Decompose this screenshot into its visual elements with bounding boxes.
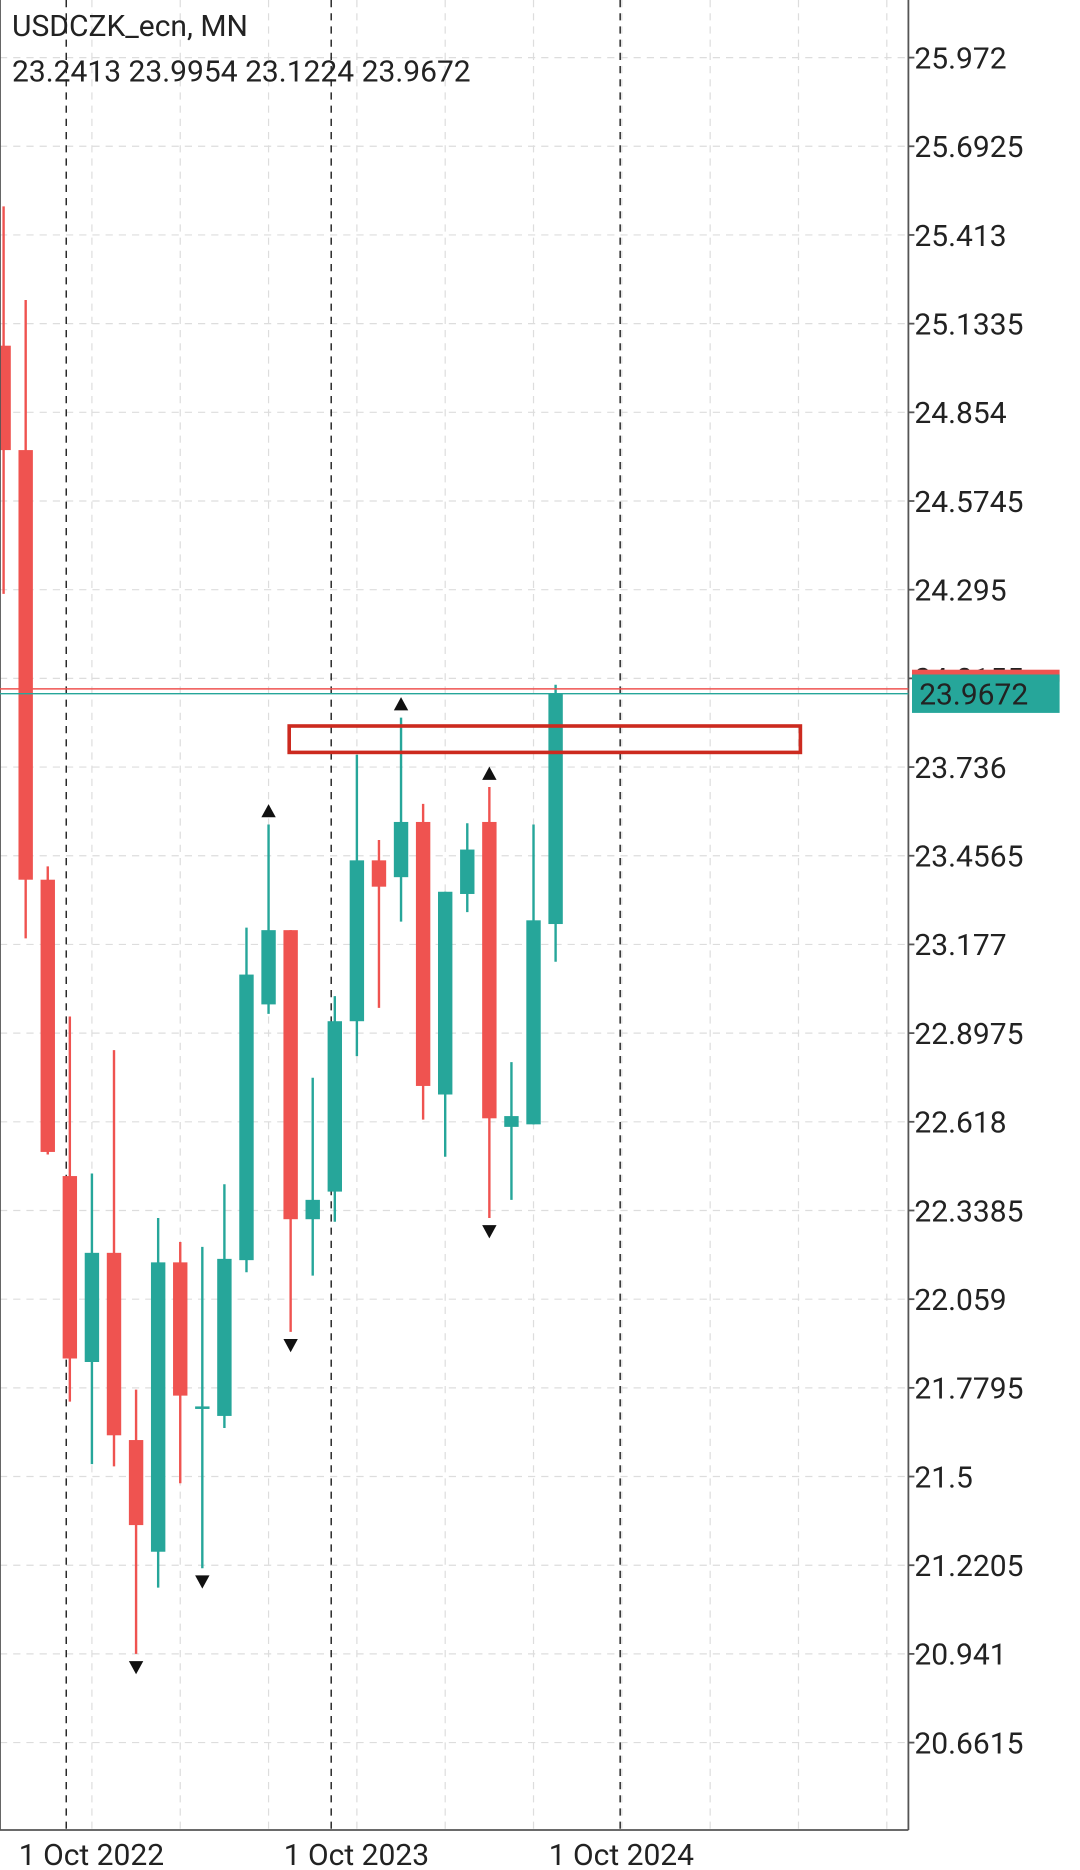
y-tick-label: 25.972 bbox=[914, 41, 1006, 76]
candle-body bbox=[18, 450, 33, 880]
candle-body bbox=[482, 821, 497, 1119]
open-readout: 23.2413 bbox=[12, 55, 121, 90]
candles bbox=[0, 206, 563, 1675]
candle-body bbox=[0, 345, 11, 451]
y-tick-label: 21.7795 bbox=[914, 1372, 1023, 1407]
bid-label: 23.9672 bbox=[919, 678, 1028, 713]
y-tick-label: 21.2205 bbox=[914, 1549, 1023, 1584]
candle-body bbox=[504, 1116, 519, 1127]
bid-label-box bbox=[912, 674, 1060, 713]
fractal-up-arrow bbox=[393, 697, 409, 711]
candle-body bbox=[283, 930, 298, 1220]
y-tick-label: 24.854 bbox=[914, 396, 1006, 431]
ohlc-readout: 23.2413 23.9954 23.1224 23.9672 bbox=[12, 55, 471, 90]
annotation-box bbox=[287, 724, 803, 755]
close-readout: 23.9672 bbox=[362, 55, 471, 90]
y-tick-label: 25.413 bbox=[914, 219, 1006, 254]
candle-body bbox=[40, 879, 55, 1152]
x-tick-label: 1 Oct 2024 bbox=[549, 1838, 694, 1870]
candle-body bbox=[128, 1440, 144, 1526]
candle-body bbox=[371, 860, 387, 887]
candle-body bbox=[173, 1262, 188, 1396]
fractal-down-arrow bbox=[283, 1339, 298, 1353]
candle-body bbox=[393, 821, 409, 878]
high-readout: 23.9954 bbox=[129, 55, 238, 90]
chart-title: USDCZK_ecn, MN bbox=[12, 9, 248, 44]
low-readout: 23.1224 bbox=[245, 55, 354, 90]
fractal-up-arrow bbox=[482, 766, 497, 780]
x-tick-label: 1 Oct 2022 bbox=[19, 1838, 164, 1870]
y-tick-label: 24.5745 bbox=[914, 485, 1023, 520]
candle-body bbox=[327, 1021, 342, 1192]
fractal-down-arrow bbox=[128, 1661, 144, 1675]
y-tick-label: 22.059 bbox=[914, 1283, 1006, 1318]
candle-body bbox=[305, 1199, 320, 1220]
candle-body bbox=[415, 821, 431, 1086]
fractal-down-arrow bbox=[482, 1225, 497, 1239]
fractal-up-arrow bbox=[261, 804, 276, 818]
candle-body bbox=[438, 891, 453, 1095]
labels: 25.972 25.6925 25.413 25.1335 24.854 24.5745 2… bbox=[0, 41, 1060, 1870]
fractal-down-arrow bbox=[195, 1575, 210, 1589]
y-tick-label: 21.5 bbox=[914, 1460, 973, 1495]
candle-body bbox=[84, 1252, 100, 1362]
y-tick-label: 23.4565 bbox=[914, 840, 1023, 875]
candle-body bbox=[106, 1252, 122, 1436]
candle-body bbox=[261, 930, 276, 1005]
candle-body bbox=[349, 860, 365, 1022]
candle-body bbox=[217, 1258, 232, 1416]
y-tick-label: 20.6615 bbox=[914, 1726, 1023, 1761]
y-tick-label: 23.736 bbox=[914, 751, 1006, 786]
candle-body bbox=[460, 849, 475, 894]
grid bbox=[0, 0, 909, 1831]
y-tick-label: 24.295 bbox=[914, 573, 1006, 608]
y-tick-label: 22.8975 bbox=[914, 1017, 1023, 1052]
x-tick-label: 1 Oct 2023 bbox=[284, 1838, 429, 1870]
y-tick-label: 22.3385 bbox=[914, 1194, 1023, 1229]
candle-body bbox=[150, 1262, 166, 1552]
y-tick-label: 25.1335 bbox=[914, 307, 1023, 342]
y-tick-label: 25.6925 bbox=[914, 130, 1023, 165]
y-tick-label: 22.618 bbox=[914, 1106, 1006, 1141]
y-tick-label: 23.177 bbox=[914, 928, 1006, 963]
candle-body bbox=[526, 920, 541, 1125]
candle-body bbox=[548, 693, 563, 925]
candle-body bbox=[239, 974, 254, 1261]
y-tick-label: 20.941 bbox=[914, 1638, 1006, 1673]
candle-body bbox=[195, 1406, 210, 1409]
candle-body bbox=[62, 1176, 78, 1359]
